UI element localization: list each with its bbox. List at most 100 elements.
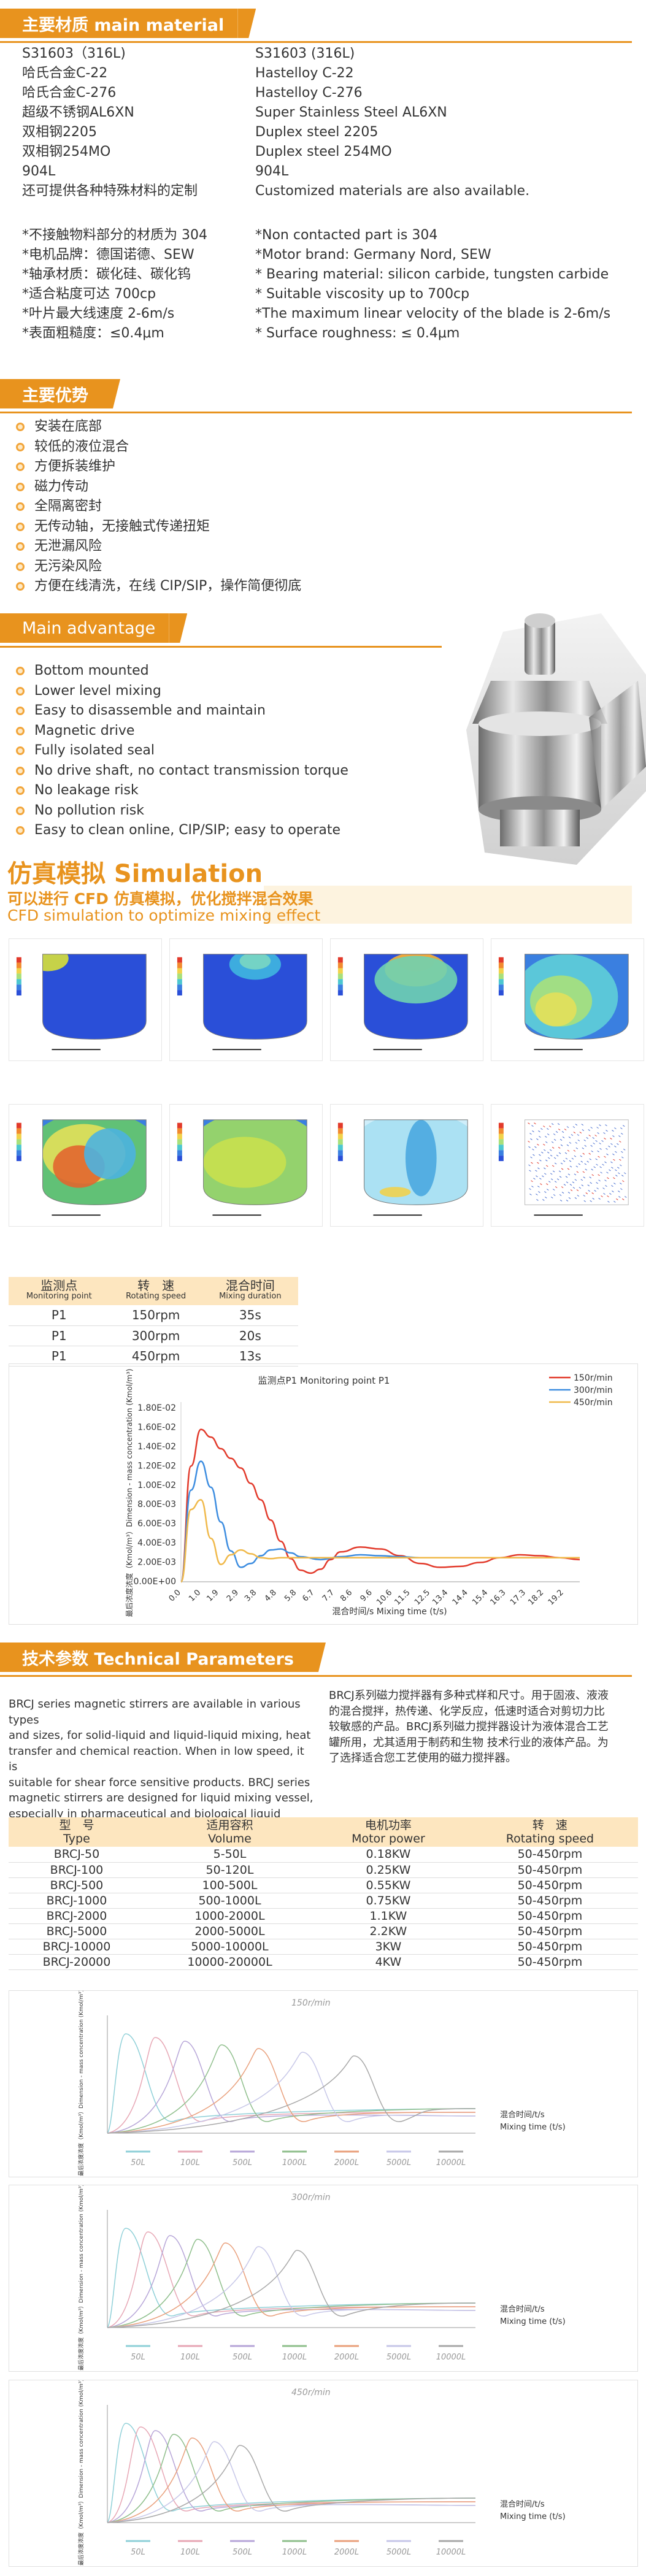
tech-para-cn-line-1: 的混合搅拌，热传递、化学反应，低速时适合对剪切力比 bbox=[329, 1704, 605, 1718]
table-cell: 35s bbox=[202, 1305, 298, 1326]
legend-label: 100L bbox=[180, 2548, 200, 2557]
table-cell: 50-450rpm bbox=[461, 1939, 638, 1955]
speed-chart: 450r/min 最后浓度浓度（Kmol/m³）Dimension - mass … bbox=[9, 2379, 638, 2567]
advantage-en-item: Lower level mixing bbox=[16, 681, 348, 702]
advantage-en-item: Easy to disassemble and maintain bbox=[16, 701, 348, 721]
speed-chart-title: 150r/min bbox=[291, 1998, 331, 2008]
bullet-icon bbox=[16, 542, 25, 551]
advantage-cn-label: 较低的液位混合 bbox=[34, 439, 129, 454]
material-cn-4: 双相钢2205 bbox=[22, 125, 97, 140]
advantages-en-header: Main advantage bbox=[0, 613, 442, 648]
advantage-cn-label: 方便拆装维护 bbox=[34, 459, 116, 474]
legend-label: 100L bbox=[180, 2158, 200, 2168]
monitoring-chart: 监测点P1 Monitoring point P1 1.80E-02 1.60E-0… bbox=[9, 1363, 638, 1625]
table-cell: 50-450rpm bbox=[461, 1954, 638, 1970]
table-cell: 5-50L bbox=[144, 1847, 315, 1863]
note-en-0: *Non contacted part is 304 bbox=[255, 228, 438, 243]
volume-curve bbox=[107, 2235, 476, 2328]
advantage-cn-item: 无泄漏风险 bbox=[16, 537, 301, 557]
table-cell: 1.1KW bbox=[315, 1908, 462, 1924]
bullet-icon bbox=[16, 686, 25, 696]
tech-para-en-line-1: and sizes, for solid-liquid and liquid-l… bbox=[9, 1729, 311, 1742]
note-en-5: * Surface roughness: ≤ 0.4μm bbox=[255, 326, 460, 341]
material-cn-5: 双相钢254MO bbox=[22, 144, 111, 159]
advantage-en-label: Magnetic drive bbox=[34, 723, 135, 738]
bullet-icon bbox=[16, 522, 25, 531]
x-tick-label: 11.5 bbox=[393, 1588, 412, 1607]
simulation-band bbox=[264, 886, 632, 924]
bullet-icon bbox=[16, 562, 25, 571]
table-cell: 10000-20000L bbox=[144, 1954, 315, 1970]
advantage-en-label: Lower level mixing bbox=[34, 683, 161, 699]
material-cn-2: 哈氏合金C-276 bbox=[22, 85, 117, 101]
legend-label: 50L bbox=[131, 2158, 145, 2168]
table-cell: BRCJ-500 bbox=[9, 1877, 145, 1893]
volume-curve bbox=[107, 2437, 476, 2523]
simulation-subtitle-en: CFD simulation to optimize mixing effect bbox=[7, 907, 321, 924]
x-tick-label: 10.6 bbox=[375, 1588, 394, 1607]
bullet-icon bbox=[16, 462, 25, 472]
material-en-6: 904L bbox=[255, 164, 289, 179]
advantage-cn-label: 方便在线清洗，在线 CIP/SIP，操作简便彻底 bbox=[34, 578, 302, 594]
table-cell: BRCJ-50 bbox=[9, 1847, 145, 1863]
table-cell: 100-500L bbox=[144, 1877, 315, 1893]
bullet-icon bbox=[16, 582, 25, 591]
material-cn-7: 还可提供各种特殊材料的定制 bbox=[22, 183, 198, 199]
legend-label: 500L bbox=[233, 2353, 252, 2362]
legend-label: 10000L bbox=[436, 2158, 466, 2168]
bullet-icon bbox=[16, 442, 25, 451]
table-cell: 150rpm bbox=[109, 1305, 202, 1326]
spec-table-header: 适用容积 Volume bbox=[144, 1817, 315, 1847]
cfd-contour-image bbox=[9, 938, 162, 1061]
x-axis-label: 混合时间/s Mixing time (t/s) bbox=[332, 1607, 447, 1617]
table-cell: 3KW bbox=[315, 1939, 462, 1955]
material-en-7: Customized materials are also available. bbox=[255, 183, 530, 199]
advantages-cn-header-label: 主要优势 bbox=[0, 379, 102, 408]
x-tick-label: 6.7 bbox=[301, 1588, 316, 1603]
legend-label: 300r/min bbox=[574, 1386, 613, 1395]
tech-para-cn-line-4: 了选择适合您工艺使用的磁力搅拌器。 bbox=[329, 1752, 517, 1765]
legend-label: 500L bbox=[233, 2548, 252, 2557]
advantage-cn-item: 磁力传动 bbox=[16, 477, 301, 497]
x-tick-label: 12.5 bbox=[413, 1588, 432, 1607]
table-row: P1 150rpm 35s bbox=[9, 1305, 298, 1326]
tech-para-en-line-2: transfer and chemical reaction. When in … bbox=[9, 1744, 304, 1774]
advantage-cn-item: 无污染风险 bbox=[16, 557, 301, 577]
table-cell: 2.2KW bbox=[315, 1923, 462, 1939]
x-tick-label: 4.8 bbox=[263, 1588, 279, 1603]
x-tick-label: 17.3 bbox=[509, 1588, 528, 1607]
y-tick-label: 1.20E-02 bbox=[137, 1461, 176, 1471]
volume-curve bbox=[107, 2434, 476, 2523]
table-cell: BRCJ-5000 bbox=[9, 1923, 145, 1939]
table-cell: 4KW bbox=[315, 1954, 462, 1970]
volume-curve bbox=[107, 2441, 476, 2523]
advantage-cn-item: 方便拆装维护 bbox=[16, 457, 301, 477]
chart-title: 监测点P1 Monitoring point P1 bbox=[258, 1375, 390, 1386]
tech-para-cn-line-3: 罐所用，尤其适用于制药和生物 技术行业的液体产品。为 bbox=[329, 1736, 609, 1749]
bullet-icon bbox=[16, 482, 25, 491]
volume-curve bbox=[107, 2445, 476, 2523]
bullet-icon bbox=[16, 502, 25, 512]
advantage-en-label: No leakage risk bbox=[34, 783, 139, 798]
advantage-cn-label: 无污染风险 bbox=[34, 558, 102, 574]
volume-curve bbox=[107, 2250, 476, 2328]
advantages-cn-list: 安装在底部 较低的液位混合 方便拆装维护 磁力传动 全隔离密封 无传动轴，无接触式传递扭矩… bbox=[16, 417, 301, 597]
material-en-3: Super Stainless Steel AL6XN bbox=[255, 105, 447, 120]
table-cell: 50-450rpm bbox=[461, 1847, 638, 1863]
table-cell: 450rpm bbox=[109, 1346, 202, 1367]
table-cell: 50-450rpm bbox=[461, 1862, 638, 1878]
tech-header: 技术参数 Technical Parameters bbox=[0, 1643, 632, 1677]
series-line bbox=[180, 1499, 580, 1583]
materials-list-en: S31603 (316L) Hastelloy C-22 Hastelloy C-2… bbox=[255, 44, 529, 201]
volume-curve bbox=[107, 2246, 476, 2328]
volume-curve bbox=[107, 2231, 476, 2328]
advantage-cn-label: 全隔离密封 bbox=[34, 499, 102, 514]
speed-chart-xlabel-cn: 混合时间/t/s bbox=[500, 2110, 545, 2120]
note-cn-3: *适合粘度可达 700cp bbox=[22, 286, 156, 302]
x-tick-label: 3.8 bbox=[243, 1588, 258, 1603]
legend-label: 1000L bbox=[282, 2548, 307, 2557]
speed-chart-title: 300r/min bbox=[291, 2193, 331, 2202]
table-row: BRCJ-500 100-500L 0.55KW 50-450rpm bbox=[9, 1877, 638, 1893]
bullet-icon bbox=[16, 766, 25, 775]
y-tick-label: 1.40E-02 bbox=[137, 1442, 176, 1452]
